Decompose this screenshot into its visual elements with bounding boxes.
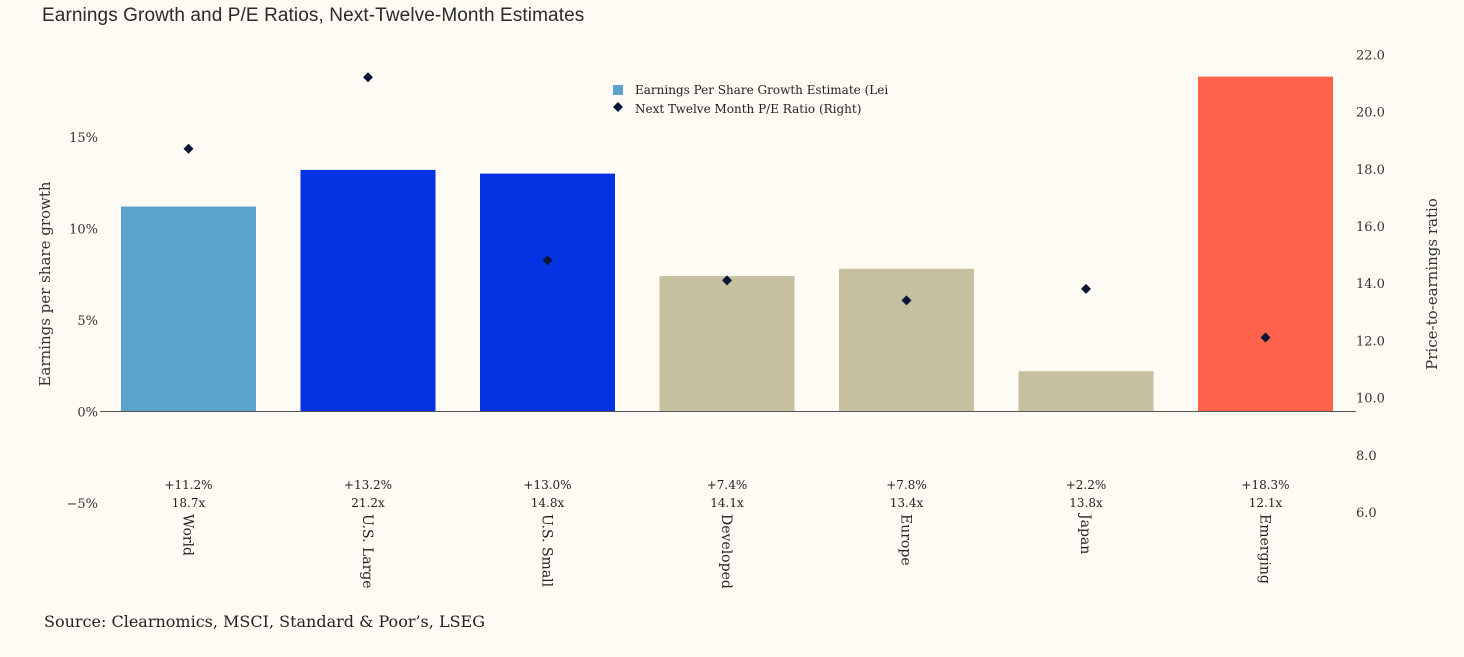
- pe-data-label: 14.8x: [531, 496, 565, 510]
- eps-data-label: +13.0%: [523, 478, 571, 492]
- pe-data-label: 12.1x: [1249, 496, 1283, 510]
- left-tick-label: −5%: [66, 497, 98, 512]
- left-tick-label: 0%: [77, 406, 98, 421]
- pe-marker: [901, 295, 912, 306]
- eps-data-label: +13.2%: [344, 478, 392, 492]
- bar-japan: [1018, 371, 1154, 412]
- eps-data-label: +11.2%: [164, 478, 212, 492]
- pe-markers-group: [183, 72, 1271, 343]
- pe-marker: [183, 143, 194, 154]
- right-axis: 6.0 8.0 10.0 12.0 14.0 16.0 18.0 20.0 22.0: [1356, 48, 1385, 521]
- bar-europe: [839, 268, 974, 412]
- right-tick-label: 6.0: [1356, 506, 1377, 521]
- right-tick-label: 20.0: [1356, 106, 1385, 121]
- category-label: U.S. Small: [539, 514, 555, 588]
- pe-data-label: 21.2x: [351, 496, 385, 510]
- left-tick-label: 15%: [69, 131, 98, 146]
- pe-data-label: 13.8x: [1069, 496, 1103, 510]
- left-axis-title: Earnings per share growth: [36, 181, 54, 386]
- eps-data-label: +2.2%: [1066, 478, 1107, 492]
- right-tick-label: 16.0: [1356, 220, 1385, 235]
- pe-data-label: 14.1x: [710, 496, 744, 510]
- bar-world: [121, 206, 256, 412]
- pe-marker: [542, 255, 553, 266]
- category-label: Japan: [1077, 512, 1093, 554]
- right-tick-label: 14.0: [1356, 277, 1385, 292]
- pe-marker: [363, 72, 373, 83]
- left-tick-label: 10%: [69, 223, 98, 238]
- right-tick-label: 8.0: [1356, 449, 1377, 464]
- pe-marker: [1081, 283, 1091, 294]
- legend-swatch-pe: [613, 102, 623, 112]
- category-label: Europe: [898, 514, 914, 566]
- pe-marker: [722, 275, 732, 286]
- legend-label-pe: Next Twelve Month P/E Ratio (Right): [635, 102, 861, 116]
- eps-data-label: +7.8%: [886, 478, 927, 492]
- right-tick-label: 10.0: [1356, 392, 1385, 407]
- left-axis: −5% 0% 5% 10% 15%: [66, 131, 98, 512]
- eps-data-label: +18.3%: [1241, 478, 1289, 492]
- right-tick-label: 18.0: [1356, 163, 1385, 178]
- bar-developed: [659, 276, 795, 412]
- category-labels-group: World U.S. Large U.S. Small Developed Europe…: [180, 512, 1273, 589]
- pe-marker: [1260, 332, 1271, 343]
- pe-data-label: 18.7x: [172, 496, 206, 510]
- left-tick-label: 5%: [77, 314, 98, 329]
- bars-group: [121, 76, 1333, 412]
- category-label: U.S. Large: [359, 514, 375, 589]
- right-tick-label: 12.0: [1356, 334, 1385, 349]
- bar-u-s-small: [480, 173, 615, 412]
- legend-label-eps: Earnings Per Share Growth Estimate (Lei: [635, 83, 888, 97]
- category-label: Developed: [718, 514, 734, 589]
- legend: Earnings Per Share Growth Estimate (Lei …: [613, 83, 888, 116]
- chart-title: Earnings Growth and P/E Ratios, Next-Twe…: [42, 5, 585, 26]
- category-label: Emerging: [1257, 514, 1273, 584]
- bar-u-s-large: [300, 169, 436, 412]
- category-label: World: [180, 514, 196, 556]
- data-labels-group: +11.2% 18.7x +13.2% 21.2x +13.0% 14.8x +7.4% 14…: [164, 478, 1289, 510]
- source-note: Source: Clearnomics, MSCI, Standard & Po…: [44, 612, 485, 631]
- right-tick-label: 22.0: [1356, 48, 1385, 63]
- bar-emerging: [1198, 76, 1333, 412]
- pe-data-label: 13.4x: [890, 496, 924, 510]
- eps-data-label: +7.4%: [707, 478, 748, 492]
- right-axis-title: Price-to-earnings ratio: [1423, 198, 1441, 370]
- legend-swatch-eps: [613, 85, 623, 95]
